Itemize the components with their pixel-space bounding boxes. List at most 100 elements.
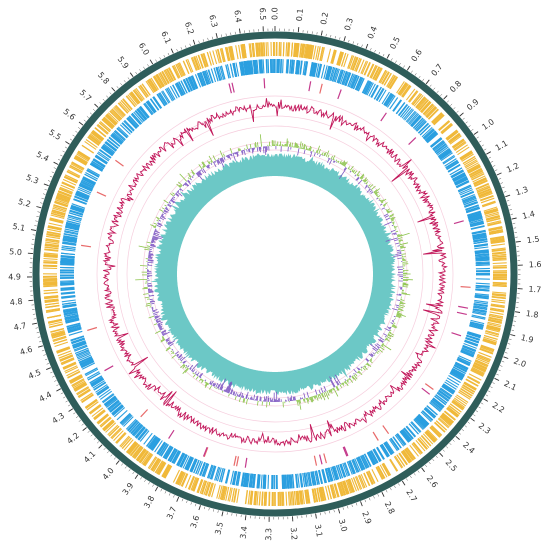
gc-skew-bar — [167, 341, 172, 345]
forward-cds-feature — [466, 376, 480, 385]
forward-cds-feature — [190, 57, 197, 71]
major-tick — [32, 322, 38, 325]
forward-cds-feature — [474, 359, 489, 367]
forward-cds-feature — [431, 425, 443, 436]
forward-cds-feature — [428, 109, 439, 120]
reverse-cds-feature — [449, 372, 463, 381]
reverse-cds-feature — [60, 280, 75, 282]
minor-tick — [217, 510, 219, 513]
reverse-cds-feature — [282, 474, 285, 489]
reverse-cds-feature — [409, 114, 421, 126]
gc-skew-bar — [373, 189, 378, 193]
gc-skew-bar — [157, 223, 163, 227]
tick-label-5-1: 5.1 — [12, 222, 26, 233]
reverse-cds-feature — [85, 368, 99, 377]
forward-cds-feature — [139, 450, 149, 463]
reverse-cds-feature — [68, 328, 82, 334]
reverse-cds-feature — [314, 470, 319, 485]
minor-tick — [462, 117, 465, 120]
minor-tick — [512, 222, 516, 224]
gc-skew-bar — [327, 154, 330, 158]
reverse-cds-feature — [364, 453, 372, 467]
forward-cds-feature — [74, 383, 88, 392]
forward-cds-feature — [482, 338, 497, 345]
gc-skew-bar — [169, 201, 171, 203]
gc-skew-bar — [344, 378, 347, 381]
major-tick — [483, 398, 489, 402]
reverse-cds-feature — [260, 474, 263, 489]
gc-skew-bar — [192, 372, 194, 374]
minor-tick — [473, 414, 476, 417]
forward-cds-feature — [43, 257, 58, 260]
reverse-cds-feature — [116, 409, 128, 421]
reverse-cds-feature — [107, 138, 119, 149]
gc-skew-bar — [216, 159, 220, 164]
forward-cds-feature — [88, 404, 101, 414]
gc-skew-bar — [386, 208, 390, 212]
forward-cds-feature — [256, 42, 259, 57]
reverse-cds-feature — [442, 154, 455, 164]
forward-cds-feature — [421, 434, 432, 447]
gc-skew-bar — [212, 383, 216, 387]
forward-cds-feature — [457, 146, 470, 156]
gc-skew-bar — [202, 166, 204, 169]
forward-cds-feature — [475, 359, 489, 366]
reverse-cds-feature — [474, 294, 489, 298]
gc-skew-bar — [157, 218, 160, 220]
forward-cds-feature — [476, 185, 490, 192]
forward-cds-feature — [61, 181, 76, 189]
forward-cds-feature — [219, 48, 225, 63]
gc-skew-bar — [390, 217, 396, 220]
rna-gene-mark — [337, 89, 342, 100]
gc-skew-bar — [303, 143, 305, 150]
forward-strand-cds-track — [42, 41, 508, 507]
gc-skew-bar — [191, 363, 199, 372]
gc-skew-bar — [374, 191, 378, 195]
gc-skew-bar — [241, 395, 244, 398]
gc-skew-bar — [363, 365, 368, 370]
reverse-cds-feature — [136, 108, 147, 121]
forward-cds-feature — [321, 486, 326, 501]
major-tick — [176, 496, 180, 502]
forward-cds-feature — [386, 74, 395, 87]
reverse-cds-feature — [436, 146, 449, 156]
minor-tick — [185, 45, 187, 48]
gc-skew-bar — [169, 343, 174, 347]
gc-skew-bar — [401, 292, 408, 294]
gc-skew-bar — [337, 160, 339, 163]
reverse-cds-feature — [262, 474, 265, 489]
forward-cds-feature — [150, 77, 159, 90]
rna-gene-mark — [456, 311, 467, 315]
gc-skew-bar — [200, 378, 203, 381]
reverse-cds-feature — [77, 352, 91, 360]
forward-cds-feature — [449, 134, 461, 144]
reverse-cds-feature — [93, 158, 106, 167]
minor-tick — [202, 39, 205, 42]
gc-skew-bar — [225, 155, 228, 157]
forward-cds-feature — [64, 174, 79, 182]
forward-cds-feature — [368, 470, 376, 484]
forward-cds-feature — [471, 173, 485, 181]
forward-cds-feature — [211, 483, 216, 498]
forward-cds-feature — [289, 491, 292, 506]
gc-skew-bar — [306, 391, 309, 398]
reverse-cds-feature — [311, 62, 316, 77]
reverse-cds-feature — [455, 178, 469, 186]
reverse-cds-feature — [112, 405, 124, 416]
reverse-cds-feature — [475, 264, 490, 266]
gc-skew-bar — [149, 248, 152, 250]
minor-tick — [181, 498, 184, 502]
reverse-cds-feature — [215, 67, 221, 81]
forward-cds-feature — [492, 262, 507, 265]
reverse-cds-feature — [112, 405, 124, 416]
forward-cds-feature — [472, 364, 486, 372]
gc-skew-bar — [303, 144, 306, 150]
gc-skew-bar — [250, 396, 252, 400]
minor-tick — [507, 343, 511, 345]
minor-tick — [43, 354, 46, 356]
gc-skew-bar — [162, 336, 164, 339]
gc-skew-bar — [399, 302, 404, 305]
reverse-cds-feature — [102, 145, 115, 155]
reverse-cds-feature — [172, 450, 181, 464]
gc-skew-bar — [356, 174, 359, 177]
